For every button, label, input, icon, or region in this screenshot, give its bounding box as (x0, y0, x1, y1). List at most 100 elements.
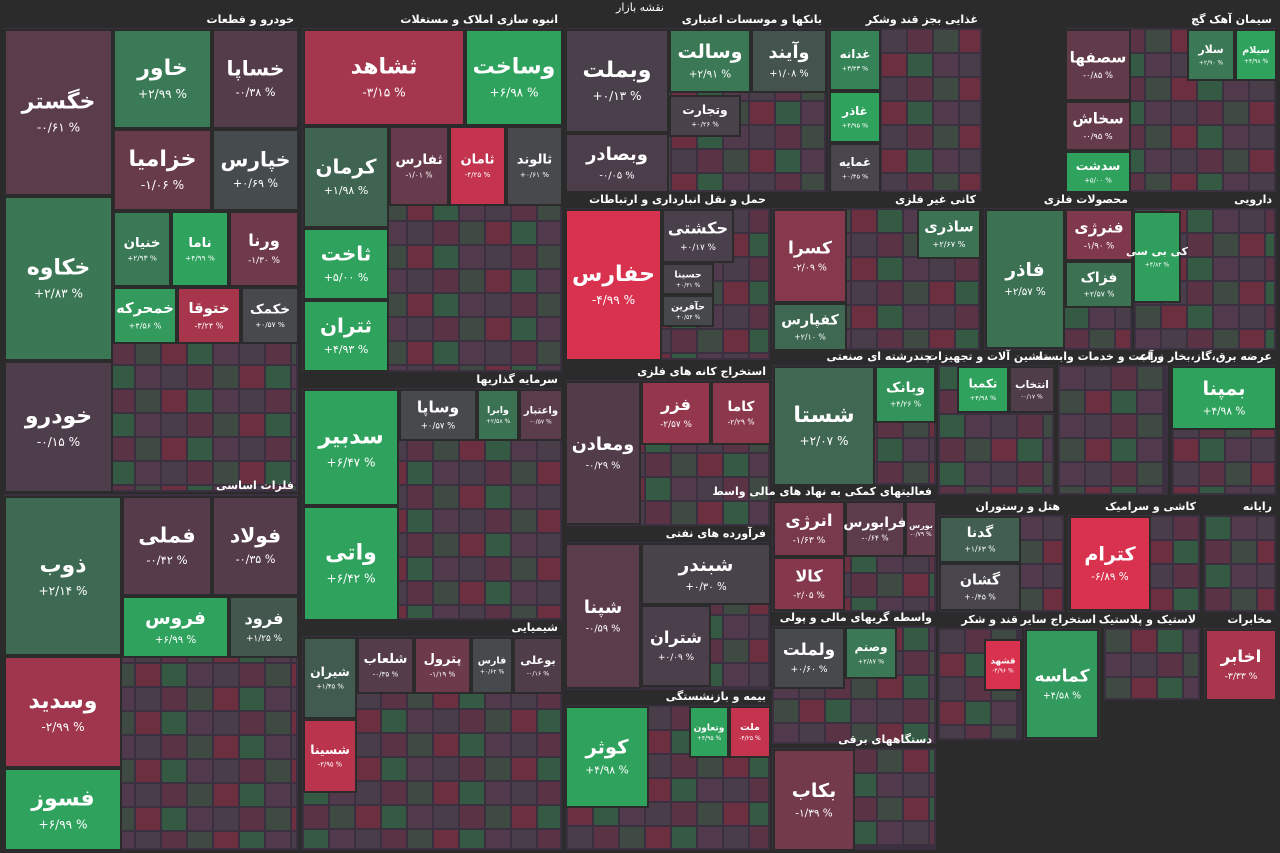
tile-name: وساپا (417, 399, 459, 418)
tile (773, 627, 845, 689)
filler-cell (904, 700, 928, 722)
tile-change: -۴/۹۹ % (592, 293, 635, 307)
filler-cell (930, 415, 934, 437)
tile-name: خکمک (250, 303, 290, 318)
filler-cell (486, 462, 510, 484)
filler-cell (1232, 565, 1256, 587)
tile-change: +۲/۱۴ % (38, 584, 87, 598)
filler-cell (486, 806, 510, 828)
filler-cell (512, 806, 536, 828)
filler-cell (162, 736, 186, 758)
filler-cell (214, 414, 238, 436)
tile (212, 29, 299, 129)
filler-cell (852, 774, 876, 796)
filler-cell (930, 798, 934, 820)
tile-name: وسالت (678, 41, 743, 63)
tile (212, 129, 299, 211)
tile-change: +۴/۲۶ % (890, 399, 921, 408)
filler-cell (1136, 330, 1160, 348)
filler-cell (878, 258, 902, 280)
filler-cell (1044, 589, 1062, 610)
filler-cell (878, 598, 902, 610)
filler-cell (512, 734, 536, 756)
tile-name: حسینا (674, 269, 701, 280)
tile (303, 300, 389, 372)
tile (212, 496, 299, 596)
filler-cell (512, 606, 536, 618)
filler-cell (512, 318, 536, 340)
filler-cell (188, 342, 212, 364)
filler-cell (110, 462, 134, 484)
filler-cell (930, 550, 934, 572)
filler-cell (750, 616, 768, 638)
filler-cell (672, 150, 696, 172)
filler-cell (486, 830, 510, 848)
tile-name: حکشتی (668, 218, 728, 237)
tile (917, 209, 981, 259)
filler-cell (266, 688, 290, 710)
filler-cell (904, 676, 928, 698)
filler-cell (486, 558, 510, 580)
filler-cell (776, 126, 800, 148)
tile (662, 209, 734, 263)
tile-change: -۲/۰۹ % (793, 263, 827, 274)
filler-cell (240, 438, 264, 460)
filler-cell (136, 832, 160, 848)
tile-name: وآیند (769, 40, 810, 63)
filler-cell (214, 760, 238, 782)
filler-cell (930, 700, 934, 722)
filler-cell (966, 702, 990, 724)
tile-name: کماسه (1034, 666, 1089, 686)
filler-cell (1240, 210, 1264, 232)
filler-cell (852, 210, 876, 232)
filler-cell (934, 54, 958, 76)
tile-change: +۰/۱۳ % (592, 89, 641, 103)
filler-cell (382, 366, 406, 370)
filler-cell (434, 782, 458, 804)
tile-name: ذوب (39, 553, 86, 578)
filler-cell (1060, 415, 1084, 437)
filler-cell (992, 702, 1016, 724)
tile (641, 381, 711, 445)
filler-cell (1226, 487, 1250, 493)
filler-cell (356, 734, 380, 756)
filler-cell (538, 830, 560, 848)
filler-cell (992, 487, 1016, 493)
filler-cell (1188, 258, 1212, 280)
filler-cell (1138, 367, 1162, 389)
tile-name: گشان (960, 572, 1001, 589)
filler-cell (266, 736, 290, 758)
filler-cell (538, 558, 560, 580)
tile-change: -۳/۹۵ % (318, 761, 343, 769)
filler-cell (512, 830, 536, 848)
filler-cell (1106, 678, 1130, 698)
filler-cell (852, 822, 876, 844)
tile-change: +۴/۸۲ % (1145, 262, 1170, 269)
filler-cell (512, 270, 536, 292)
filler-cell (434, 342, 458, 364)
filler-cell (930, 822, 934, 844)
filler-cell (1224, 102, 1248, 124)
tile-name: کی بی سی (1126, 245, 1189, 258)
filler-cell (460, 806, 484, 828)
tile (229, 596, 299, 658)
filler-cell (408, 710, 432, 732)
filler-cell (486, 782, 510, 804)
filler-cell (878, 724, 902, 742)
filler-cell (1266, 282, 1274, 304)
filler-cell (162, 486, 186, 490)
filler-cell (1146, 174, 1170, 190)
tile-change: -۱/۰۱ % (405, 171, 432, 180)
filler-cell (1258, 589, 1274, 610)
filler-cell (434, 558, 458, 580)
tile (471, 637, 513, 694)
filler-cell (136, 438, 160, 460)
filler-cell (266, 462, 290, 484)
filler-cell (1206, 589, 1230, 610)
filler-cell (1200, 487, 1224, 493)
filler-cell (266, 808, 290, 830)
filler-cell (1250, 78, 1274, 100)
filler-cell (960, 54, 980, 76)
filler-cell (408, 318, 432, 340)
filler-cell (136, 688, 160, 710)
